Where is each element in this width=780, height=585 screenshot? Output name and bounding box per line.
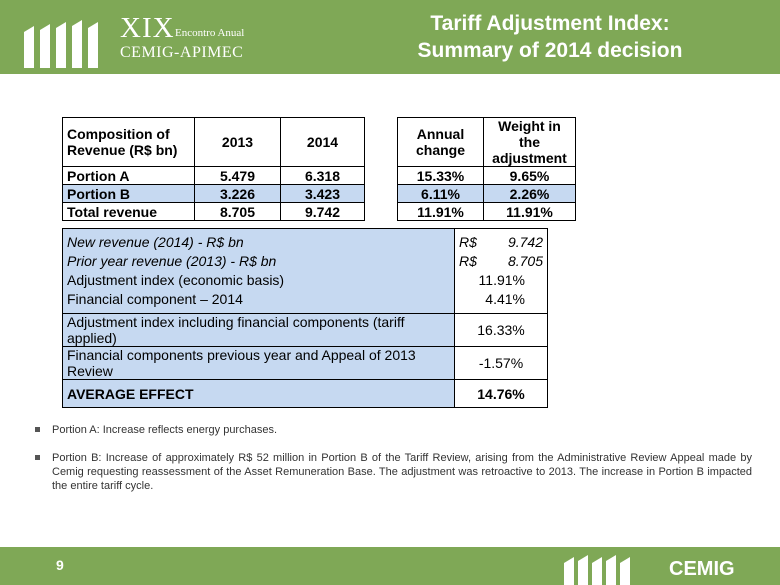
header-annual-change: Annual change [397,117,484,167]
prior-revenue-label: Prior year revenue (2013) - R$ bn [67,253,277,269]
column-gap [364,202,398,221]
bullet-square-icon [35,427,40,432]
event-logo-name: Encontro Anual [175,27,245,39]
cell-2014: 3.423 [280,184,365,203]
header-2014: 2014 [280,117,365,167]
adj-index-value: 11.91% [478,272,525,288]
column-gap [364,166,398,185]
fin-component-label: Financial component – 2014 [67,291,243,307]
cell-weight: 9.65% [483,166,576,185]
page-number: 9 [56,557,64,573]
fin-prev-label: Financial components previous year and A… [62,346,455,380]
table-row: Adjustment index including financial com… [62,313,548,347]
header-weight: Weight in the adjustment [483,117,576,167]
event-logo-org: CEMIG-APIMEC [120,44,244,61]
page-title: Tariff Adjustment Index: Summary of 2014… [350,10,750,64]
table-row: New revenue (2014) - R$ bn Prior year re… [62,228,548,314]
fin-component-value: 4.41% [485,291,525,307]
amount: 9.742 [507,234,543,250]
header-2013: 2013 [194,117,281,167]
cell-2013: 3.226 [194,184,281,203]
cell-weight: 11.91% [483,202,576,221]
adj-incl-label: Adjustment index including financial com… [62,313,455,347]
cemig-logo-icon: CEMIG [669,558,735,580]
table-row: Portion B 3.226 3.423 6.11% 2.26% [62,184,576,203]
revenue-labels-cell: New revenue (2014) - R$ bn Prior year re… [62,228,455,314]
prior-revenue-value: R$ 8.705 [459,252,543,271]
cell-change: 6.11% [397,184,484,203]
new-revenue-label: New revenue (2014) - R$ bn [67,234,244,250]
avg-effect-value: 14.76% [454,379,548,408]
header-band: XIX Encontro Anual CEMIG-APIMEC Tariff A… [0,0,780,74]
header-composition: Composition of Revenue (R$ bn) [62,117,195,167]
table-row: Portion A 5.479 6.318 15.33% 9.65% [62,166,576,185]
adj-index-label: Adjustment index (economic basis) [67,272,285,288]
bullet-text: Portion B: Increase of approximately R$ … [52,452,752,492]
cell-2014: 9.742 [280,202,365,221]
cell-2014: 6.318 [280,166,365,185]
bullet-text: Portion A: Increase reflects energy purc… [52,424,278,436]
cell-change: 11.91% [397,202,484,221]
cell-2013: 5.479 [194,166,281,185]
currency-label: R$ [459,253,477,269]
revenue-composition-table: Composition of Revenue (R$ bn) 2013 2014… [62,117,576,221]
avg-effect-label: AVERAGE EFFECT [62,379,455,408]
row-label: Portion B [62,184,195,203]
currency-label: R$ [459,234,477,250]
amount: 8.705 [507,253,543,269]
adjustment-summary-table: New revenue (2014) - R$ bn Prior year re… [62,228,548,408]
table-row: Total revenue 8.705 9.742 11.91% 11.91% [62,202,576,221]
bullet-square-icon [35,455,40,460]
cemig-logo-text: CEMIG [669,558,735,580]
footer-band: 9 CEMIG [0,547,780,585]
event-logo-icon [24,20,98,68]
event-mark-icon [564,555,630,585]
new-revenue-value: R$ 9.742 [459,233,543,252]
bullet-item: Portion B: Increase of approximately R$ … [35,451,752,493]
cell-2013: 8.705 [194,202,281,221]
adj-incl-value: 16.33% [454,313,548,347]
fin-prev-value: -1.57% [454,346,548,380]
table-header-row: Composition of Revenue (R$ bn) 2013 2014… [62,117,576,167]
cell-weight: 2.26% [483,184,576,203]
column-gap [364,184,398,203]
revenue-values-cell: R$ 9.742 R$ 8.705 11.91% 4.41% [454,228,548,314]
row-label: Portion A [62,166,195,185]
table-row: AVERAGE EFFECT 14.76% [62,379,548,408]
event-logo-number: XIX [120,12,175,44]
cell-change: 15.33% [397,166,484,185]
title-line-1: Tariff Adjustment Index: [430,12,670,35]
row-label: Total revenue [62,202,195,221]
table-row: Financial components previous year and A… [62,346,548,380]
title-line-2: Summary of 2014 decision [417,39,683,62]
bullet-item: Portion A: Increase reflects energy purc… [35,423,752,437]
column-gap [364,117,398,167]
